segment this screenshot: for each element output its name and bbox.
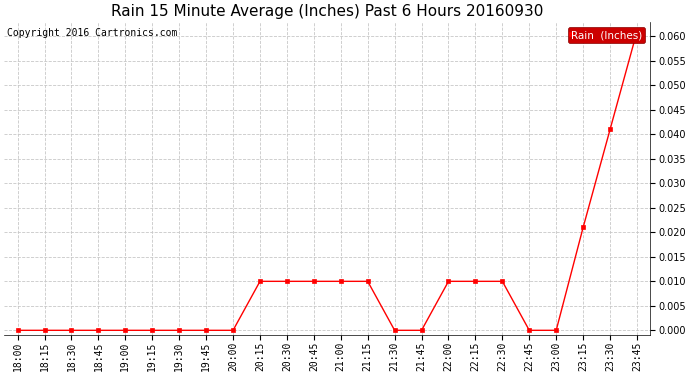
Rain  (Inches): [283, 279, 291, 284]
Rain  (Inches): [444, 279, 453, 284]
Rain  (Inches): [14, 328, 22, 333]
Rain  (Inches): [175, 328, 184, 333]
Rain  (Inches): [633, 29, 641, 34]
Rain  (Inches): [391, 328, 399, 333]
Rain  (Inches): [202, 328, 210, 333]
Rain  (Inches): [337, 279, 345, 284]
Rain  (Inches): [121, 328, 130, 333]
Rain  (Inches): [471, 279, 480, 284]
Rain  (Inches): [256, 279, 264, 284]
Rain  (Inches): [364, 279, 372, 284]
Legend: Rain  (Inches): Rain (Inches): [568, 27, 645, 43]
Line: Rain  (Inches): Rain (Inches): [16, 30, 639, 332]
Title: Rain 15 Minute Average (Inches) Past 6 Hours 20160930: Rain 15 Minute Average (Inches) Past 6 H…: [111, 4, 544, 19]
Text: Copyright 2016 Cartronics.com: Copyright 2016 Cartronics.com: [8, 28, 178, 38]
Rain  (Inches): [95, 328, 103, 333]
Rain  (Inches): [41, 328, 49, 333]
Rain  (Inches): [579, 225, 587, 230]
Rain  (Inches): [417, 328, 426, 333]
Rain  (Inches): [148, 328, 157, 333]
Rain  (Inches): [229, 328, 237, 333]
Rain  (Inches): [498, 279, 506, 284]
Rain  (Inches): [68, 328, 76, 333]
Rain  (Inches): [606, 127, 614, 132]
Rain  (Inches): [552, 328, 560, 333]
Rain  (Inches): [310, 279, 318, 284]
Rain  (Inches): [525, 328, 533, 333]
